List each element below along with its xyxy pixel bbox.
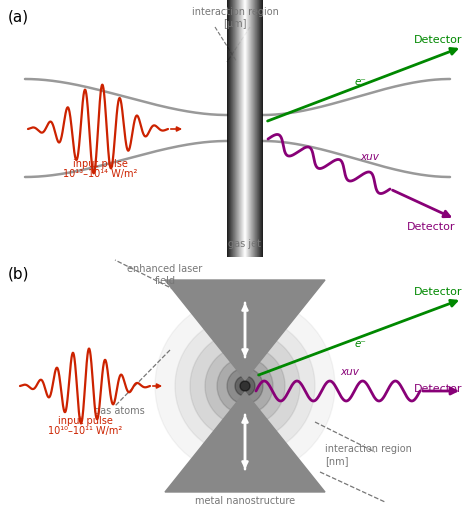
Circle shape	[175, 316, 314, 456]
Circle shape	[205, 346, 284, 426]
Text: input pulse: input pulse	[72, 159, 127, 169]
Polygon shape	[165, 392, 324, 492]
Text: interaction region
[nm]: interaction region [nm]	[324, 444, 411, 466]
Circle shape	[189, 331, 299, 441]
Text: Detector: Detector	[413, 384, 461, 394]
Text: Detector: Detector	[413, 287, 461, 297]
Circle shape	[227, 368, 262, 404]
Circle shape	[235, 376, 255, 396]
Text: gas atoms: gas atoms	[94, 406, 145, 416]
Text: enhanced laser
field: enhanced laser field	[127, 264, 202, 286]
Text: xuv: xuv	[359, 152, 378, 162]
Text: e⁻: e⁻	[354, 339, 366, 349]
Text: (a): (a)	[8, 9, 29, 24]
Text: gas jet: gas jet	[228, 239, 261, 249]
Text: interaction region
[μm]: interaction region [μm]	[191, 7, 278, 29]
Polygon shape	[165, 280, 324, 380]
Text: (b): (b)	[8, 266, 30, 281]
Text: xuv: xuv	[339, 367, 358, 377]
Text: input pulse: input pulse	[58, 416, 112, 426]
Text: Detector: Detector	[406, 222, 454, 232]
Text: e⁻: e⁻	[354, 77, 366, 87]
Text: Detector: Detector	[413, 35, 461, 45]
Circle shape	[217, 358, 272, 414]
Text: 10¹⁰–10¹¹ W/m²: 10¹⁰–10¹¹ W/m²	[48, 426, 122, 436]
Circle shape	[239, 381, 249, 391]
Text: metal nanostructure: metal nanostructure	[195, 496, 295, 506]
Text: 10¹³–10¹⁴ W/m²: 10¹³–10¹⁴ W/m²	[63, 169, 137, 179]
